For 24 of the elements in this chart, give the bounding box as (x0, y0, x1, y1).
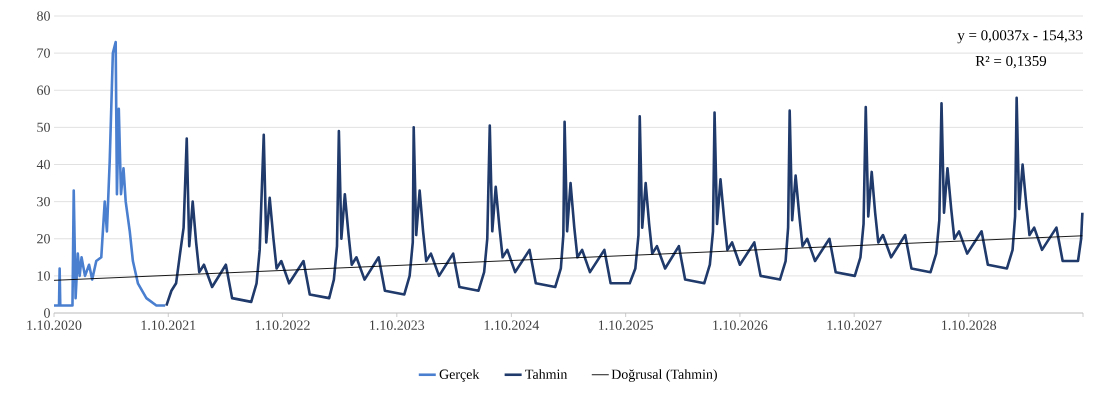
y-tick-label: 80 (37, 11, 50, 21)
x-tick-label: 1.10.2028 (942, 320, 997, 330)
y-tick-label: 50 (37, 122, 50, 133)
x-tick-label: 1.10.2026 (713, 320, 768, 330)
legend-label: Gerçek (439, 369, 480, 382)
x-tick-label: 1.10.2024 (484, 320, 540, 330)
x-tick-label: 1.10.2021 (141, 320, 196, 330)
x-tick-label: 1.10.2023 (370, 320, 425, 330)
y-tick-label: 40 (36, 159, 50, 170)
x-tick-label: 1.10.2020 (27, 320, 82, 330)
y-tick-label: 60 (37, 85, 50, 95)
x-tick-label: 1.10.2027 (827, 320, 882, 330)
legend-label: Doğrusal (Tahmin) (611, 369, 717, 382)
legend-label: Tahmin (525, 369, 568, 379)
annotation: y = 0,0037x - 154,33 (957, 30, 1083, 44)
annotation: R² = 0,1359 (975, 55, 1047, 69)
y-tick-label: 20 (37, 234, 50, 244)
y-tick-label: 30 (37, 196, 50, 207)
y-tick-label: 70 (37, 48, 50, 58)
x-tick-label: 1.10.2025 (598, 320, 653, 330)
x-tick-label: 1.10.2022 (255, 320, 310, 330)
line-series (165, 96, 1084, 307)
y-tick-label: 10 (37, 271, 50, 281)
y-tick-label: 0 (44, 308, 50, 318)
